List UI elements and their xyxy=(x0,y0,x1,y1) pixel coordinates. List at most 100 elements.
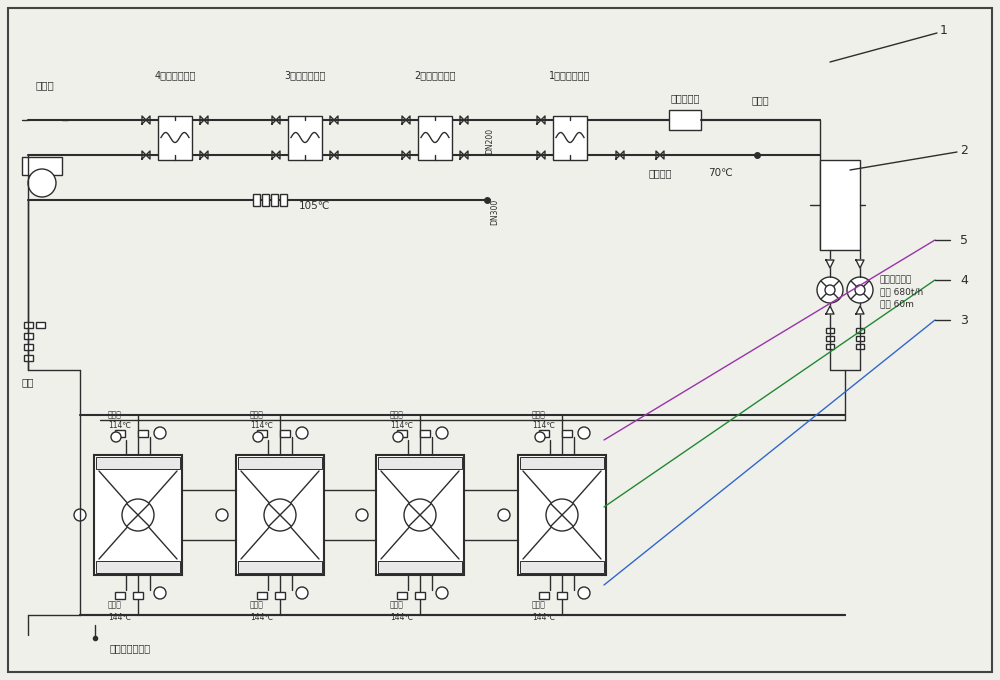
Polygon shape xyxy=(826,260,834,268)
Bar xyxy=(520,457,604,469)
Text: 蒸汽进: 蒸汽进 xyxy=(250,411,264,420)
Text: 114℃: 114℃ xyxy=(108,420,131,430)
Bar xyxy=(253,194,260,206)
Bar xyxy=(420,430,430,437)
Circle shape xyxy=(122,499,154,531)
Bar xyxy=(133,592,143,598)
Bar xyxy=(115,430,125,437)
Circle shape xyxy=(847,277,873,303)
Text: 4号低压加热器: 4号低压加热器 xyxy=(154,70,196,80)
Text: 105℃: 105℃ xyxy=(299,201,331,211)
Circle shape xyxy=(393,432,403,442)
Text: 蒸汽出: 蒸汽出 xyxy=(532,600,546,609)
Bar xyxy=(826,328,834,333)
Bar xyxy=(376,455,464,575)
Text: 70℃: 70℃ xyxy=(708,168,732,178)
Circle shape xyxy=(296,427,308,439)
Bar xyxy=(158,116,192,160)
Circle shape xyxy=(578,587,590,599)
Bar xyxy=(557,592,567,598)
Circle shape xyxy=(28,169,56,197)
Text: 5: 5 xyxy=(960,233,968,247)
Bar xyxy=(826,343,834,348)
Circle shape xyxy=(111,432,121,442)
Text: 144℃: 144℃ xyxy=(250,613,273,622)
Bar xyxy=(856,328,864,333)
Text: DN200: DN200 xyxy=(486,128,494,154)
Circle shape xyxy=(253,432,263,442)
Bar xyxy=(24,355,32,361)
Circle shape xyxy=(546,499,578,531)
Text: 排污: 排污 xyxy=(22,377,34,387)
Text: 循环水升压泵: 循环水升压泵 xyxy=(880,275,912,284)
Bar xyxy=(36,322,44,328)
Text: 蒸汽出: 蒸汽出 xyxy=(250,600,264,609)
Text: 轴封加热器: 轴封加热器 xyxy=(670,93,700,103)
Text: 4: 4 xyxy=(960,273,968,286)
Text: 144℃: 144℃ xyxy=(532,613,555,622)
Text: DN300: DN300 xyxy=(490,199,500,225)
Circle shape xyxy=(498,509,510,521)
Text: 144℃: 144℃ xyxy=(390,613,413,622)
Bar xyxy=(539,430,549,437)
Circle shape xyxy=(817,277,843,303)
Bar xyxy=(24,333,32,339)
Text: 流量 680t/h: 流量 680t/h xyxy=(880,288,923,296)
Text: 蒸汽进: 蒸汽进 xyxy=(532,411,546,420)
Bar xyxy=(397,592,407,598)
Circle shape xyxy=(296,587,308,599)
Bar xyxy=(257,592,267,598)
Text: 3号低压加热器: 3号低压加热器 xyxy=(284,70,326,80)
Text: 蒸汽进: 蒸汽进 xyxy=(108,411,122,420)
Bar xyxy=(271,194,278,206)
Text: 114℃: 114℃ xyxy=(532,420,555,430)
Bar xyxy=(257,430,267,437)
Text: 114℃: 114℃ xyxy=(390,420,413,430)
Text: 2号低压加热器: 2号低压加热器 xyxy=(414,70,456,80)
Bar xyxy=(820,160,860,250)
Bar xyxy=(280,430,290,437)
Circle shape xyxy=(436,587,448,599)
Bar xyxy=(238,457,322,469)
Bar xyxy=(520,561,604,573)
Circle shape xyxy=(578,427,590,439)
Text: 蒸汽出: 蒸汽出 xyxy=(390,600,404,609)
Circle shape xyxy=(216,509,228,521)
Bar xyxy=(22,157,62,175)
Bar xyxy=(378,457,462,469)
Text: 3: 3 xyxy=(960,313,968,326)
Circle shape xyxy=(154,427,166,439)
Bar xyxy=(96,561,180,573)
Text: 1: 1 xyxy=(940,24,948,37)
Bar xyxy=(280,194,287,206)
Text: 除氧器: 除氧器 xyxy=(36,80,54,90)
Text: 2: 2 xyxy=(960,143,968,156)
Polygon shape xyxy=(856,306,864,314)
Bar xyxy=(418,116,452,160)
Bar xyxy=(138,430,148,437)
Bar xyxy=(826,335,834,341)
Circle shape xyxy=(404,499,436,531)
Text: 114℃: 114℃ xyxy=(250,420,273,430)
Bar xyxy=(96,457,180,469)
Bar xyxy=(518,455,606,575)
Circle shape xyxy=(855,285,865,295)
Text: 蒸汽出: 蒸汽出 xyxy=(108,600,122,609)
Circle shape xyxy=(825,285,835,295)
Bar xyxy=(415,592,425,598)
Bar xyxy=(236,455,324,575)
Bar xyxy=(539,592,549,598)
Polygon shape xyxy=(826,306,834,314)
Circle shape xyxy=(154,587,166,599)
Bar xyxy=(288,116,322,160)
Text: 冷凝水: 冷凝水 xyxy=(751,95,769,105)
Bar xyxy=(238,561,322,573)
Circle shape xyxy=(535,432,545,442)
Bar xyxy=(262,194,269,206)
Circle shape xyxy=(264,499,296,531)
Bar xyxy=(562,430,572,437)
Circle shape xyxy=(436,427,448,439)
Bar xyxy=(669,110,701,130)
Bar xyxy=(24,344,32,350)
Polygon shape xyxy=(856,260,864,268)
